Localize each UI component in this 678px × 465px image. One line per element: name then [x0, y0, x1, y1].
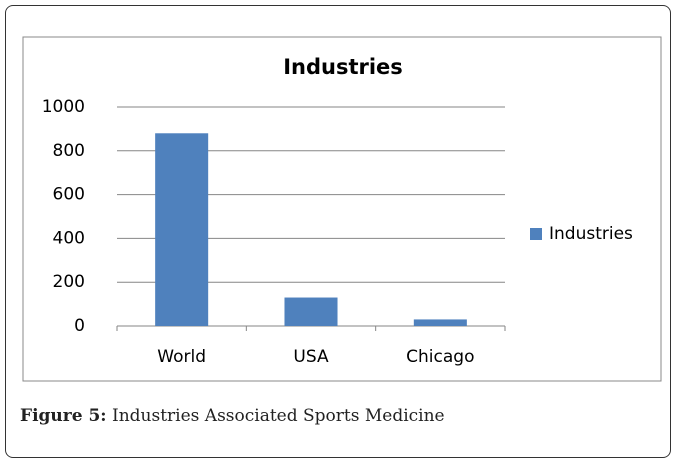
- bar: [413, 319, 467, 326]
- y-tick-label: 1000: [42, 97, 85, 117]
- y-tick-label: 800: [53, 141, 85, 161]
- x-tick-label: USA: [293, 347, 329, 367]
- caption: Figure 5: Industries Associated Sports M…: [20, 406, 445, 426]
- legend-label: Industries: [549, 224, 633, 244]
- x-tick-label: World: [157, 347, 206, 367]
- y-tick-label: 600: [53, 185, 85, 205]
- y-tick-label: 400: [53, 228, 85, 248]
- figure-frame: [5, 5, 671, 458]
- y-tick-label: 0: [74, 316, 85, 336]
- bar: [284, 297, 338, 326]
- x-tick-label: Chicago: [406, 347, 474, 367]
- y-tick-label: 200: [53, 272, 85, 292]
- caption-label: Figure 5:: [20, 406, 107, 426]
- chart-title: Industries: [283, 55, 403, 79]
- legend-swatch: [530, 228, 542, 240]
- bar: [155, 133, 209, 326]
- chart-area: [22, 36, 662, 382]
- caption-text: Industries Associated Sports Medicine: [111, 406, 445, 426]
